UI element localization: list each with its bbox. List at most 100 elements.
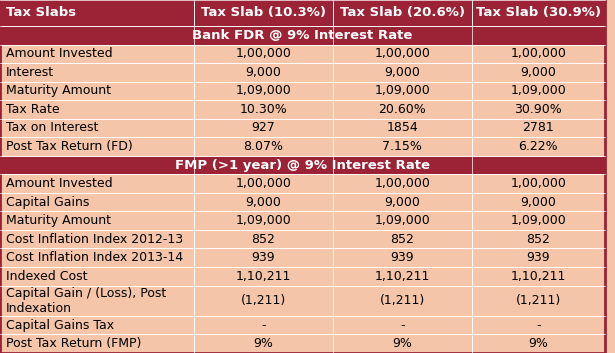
Bar xyxy=(333,193,472,211)
Text: 852: 852 xyxy=(526,233,550,246)
Bar xyxy=(333,137,472,156)
Bar xyxy=(333,334,472,353)
Text: FMP (>1 year) @ 9% Interest Rate: FMP (>1 year) @ 9% Interest Rate xyxy=(175,158,430,172)
Text: 1,09,000: 1,09,000 xyxy=(510,214,566,227)
Bar xyxy=(0,0,194,26)
Text: Tax Slab (20.6%): Tax Slab (20.6%) xyxy=(339,6,465,19)
Text: 1,00,000: 1,00,000 xyxy=(510,47,566,60)
Text: 9,000: 9,000 xyxy=(245,66,281,79)
Bar xyxy=(0,100,194,119)
Text: 927: 927 xyxy=(252,121,275,134)
Bar xyxy=(194,63,333,82)
Text: (1,211): (1,211) xyxy=(516,294,561,307)
Text: -: - xyxy=(536,319,541,332)
Text: Capital Gains: Capital Gains xyxy=(6,196,89,209)
Bar xyxy=(194,44,333,63)
Text: 9%: 9% xyxy=(392,337,412,350)
Bar xyxy=(194,193,333,211)
Text: 939: 939 xyxy=(526,251,550,264)
Text: 1,00,000: 1,00,000 xyxy=(235,177,291,190)
Text: 1,00,000: 1,00,000 xyxy=(375,177,430,190)
Bar xyxy=(0,82,194,100)
Text: 939: 939 xyxy=(391,251,414,264)
Bar xyxy=(472,137,605,156)
Bar xyxy=(0,334,194,353)
Text: Tax on Interest: Tax on Interest xyxy=(6,121,98,134)
Bar xyxy=(333,63,472,82)
Bar xyxy=(0,249,194,267)
Text: Tax Slab (10.3%): Tax Slab (10.3%) xyxy=(200,6,326,19)
Bar xyxy=(333,230,472,249)
Text: 1,00,000: 1,00,000 xyxy=(510,177,566,190)
Text: 1,00,000: 1,00,000 xyxy=(235,47,291,60)
Bar xyxy=(194,174,333,193)
Bar xyxy=(0,26,605,44)
Bar xyxy=(472,82,605,100)
Text: 1,10,211: 1,10,211 xyxy=(236,270,291,283)
Bar xyxy=(472,44,605,63)
Bar xyxy=(194,82,333,100)
Text: 1854: 1854 xyxy=(386,121,418,134)
Bar xyxy=(194,249,333,267)
Bar xyxy=(472,334,605,353)
Text: (1,211): (1,211) xyxy=(379,294,425,307)
Text: 1,00,000: 1,00,000 xyxy=(375,47,430,60)
Text: 20.60%: 20.60% xyxy=(378,103,426,116)
Text: 30.90%: 30.90% xyxy=(515,103,562,116)
Text: 1,09,000: 1,09,000 xyxy=(236,84,291,97)
Bar xyxy=(472,249,605,267)
Text: 9%: 9% xyxy=(253,337,273,350)
Text: Cost Inflation Index 2013-14: Cost Inflation Index 2013-14 xyxy=(6,251,183,264)
Text: 9,000: 9,000 xyxy=(520,66,557,79)
Text: Cost Inflation Index 2012-13: Cost Inflation Index 2012-13 xyxy=(6,233,183,246)
Bar xyxy=(0,316,194,334)
Text: 1,09,000: 1,09,000 xyxy=(375,84,430,97)
Text: Maturity Amount: Maturity Amount xyxy=(6,84,111,97)
Bar xyxy=(333,100,472,119)
Text: 9,000: 9,000 xyxy=(384,66,420,79)
Bar xyxy=(0,119,194,137)
Bar xyxy=(333,211,472,230)
Text: Post Tax Return (FD): Post Tax Return (FD) xyxy=(6,140,133,153)
Text: 9%: 9% xyxy=(528,337,549,350)
Text: 852: 852 xyxy=(391,233,415,246)
Text: Post Tax Return (FMP): Post Tax Return (FMP) xyxy=(6,337,141,350)
Text: 1,10,211: 1,10,211 xyxy=(510,270,566,283)
Text: Tax Slab (30.9%): Tax Slab (30.9%) xyxy=(476,6,601,19)
Text: 939: 939 xyxy=(252,251,275,264)
Bar xyxy=(0,193,194,211)
Bar xyxy=(333,174,472,193)
Bar xyxy=(333,249,472,267)
Text: 1,09,000: 1,09,000 xyxy=(236,214,291,227)
Text: 1,09,000: 1,09,000 xyxy=(375,214,430,227)
Bar xyxy=(472,100,605,119)
Bar xyxy=(0,44,194,63)
Bar xyxy=(472,230,605,249)
Bar xyxy=(333,119,472,137)
Text: 1,09,000: 1,09,000 xyxy=(510,84,566,97)
Bar xyxy=(333,0,472,26)
Bar xyxy=(194,119,333,137)
Bar xyxy=(194,334,333,353)
Text: 9,000: 9,000 xyxy=(384,196,420,209)
Bar xyxy=(472,286,605,316)
Text: Indexed Cost: Indexed Cost xyxy=(6,270,87,283)
Bar xyxy=(194,230,333,249)
Bar xyxy=(194,100,333,119)
Bar xyxy=(333,316,472,334)
Text: 6.22%: 6.22% xyxy=(518,140,558,153)
Text: 2781: 2781 xyxy=(523,121,554,134)
Text: 7.15%: 7.15% xyxy=(383,140,423,153)
Text: Bank FDR @ 9% Interest Rate: Bank FDR @ 9% Interest Rate xyxy=(192,29,413,42)
Text: 852: 852 xyxy=(251,233,275,246)
Text: Tax Slabs: Tax Slabs xyxy=(6,6,76,19)
Bar xyxy=(333,82,472,100)
Text: Amount Invested: Amount Invested xyxy=(6,177,113,190)
Bar xyxy=(333,267,472,286)
Text: -: - xyxy=(261,319,266,332)
Bar xyxy=(472,316,605,334)
Bar xyxy=(472,119,605,137)
Bar xyxy=(472,174,605,193)
Text: -: - xyxy=(400,319,405,332)
Bar xyxy=(472,267,605,286)
